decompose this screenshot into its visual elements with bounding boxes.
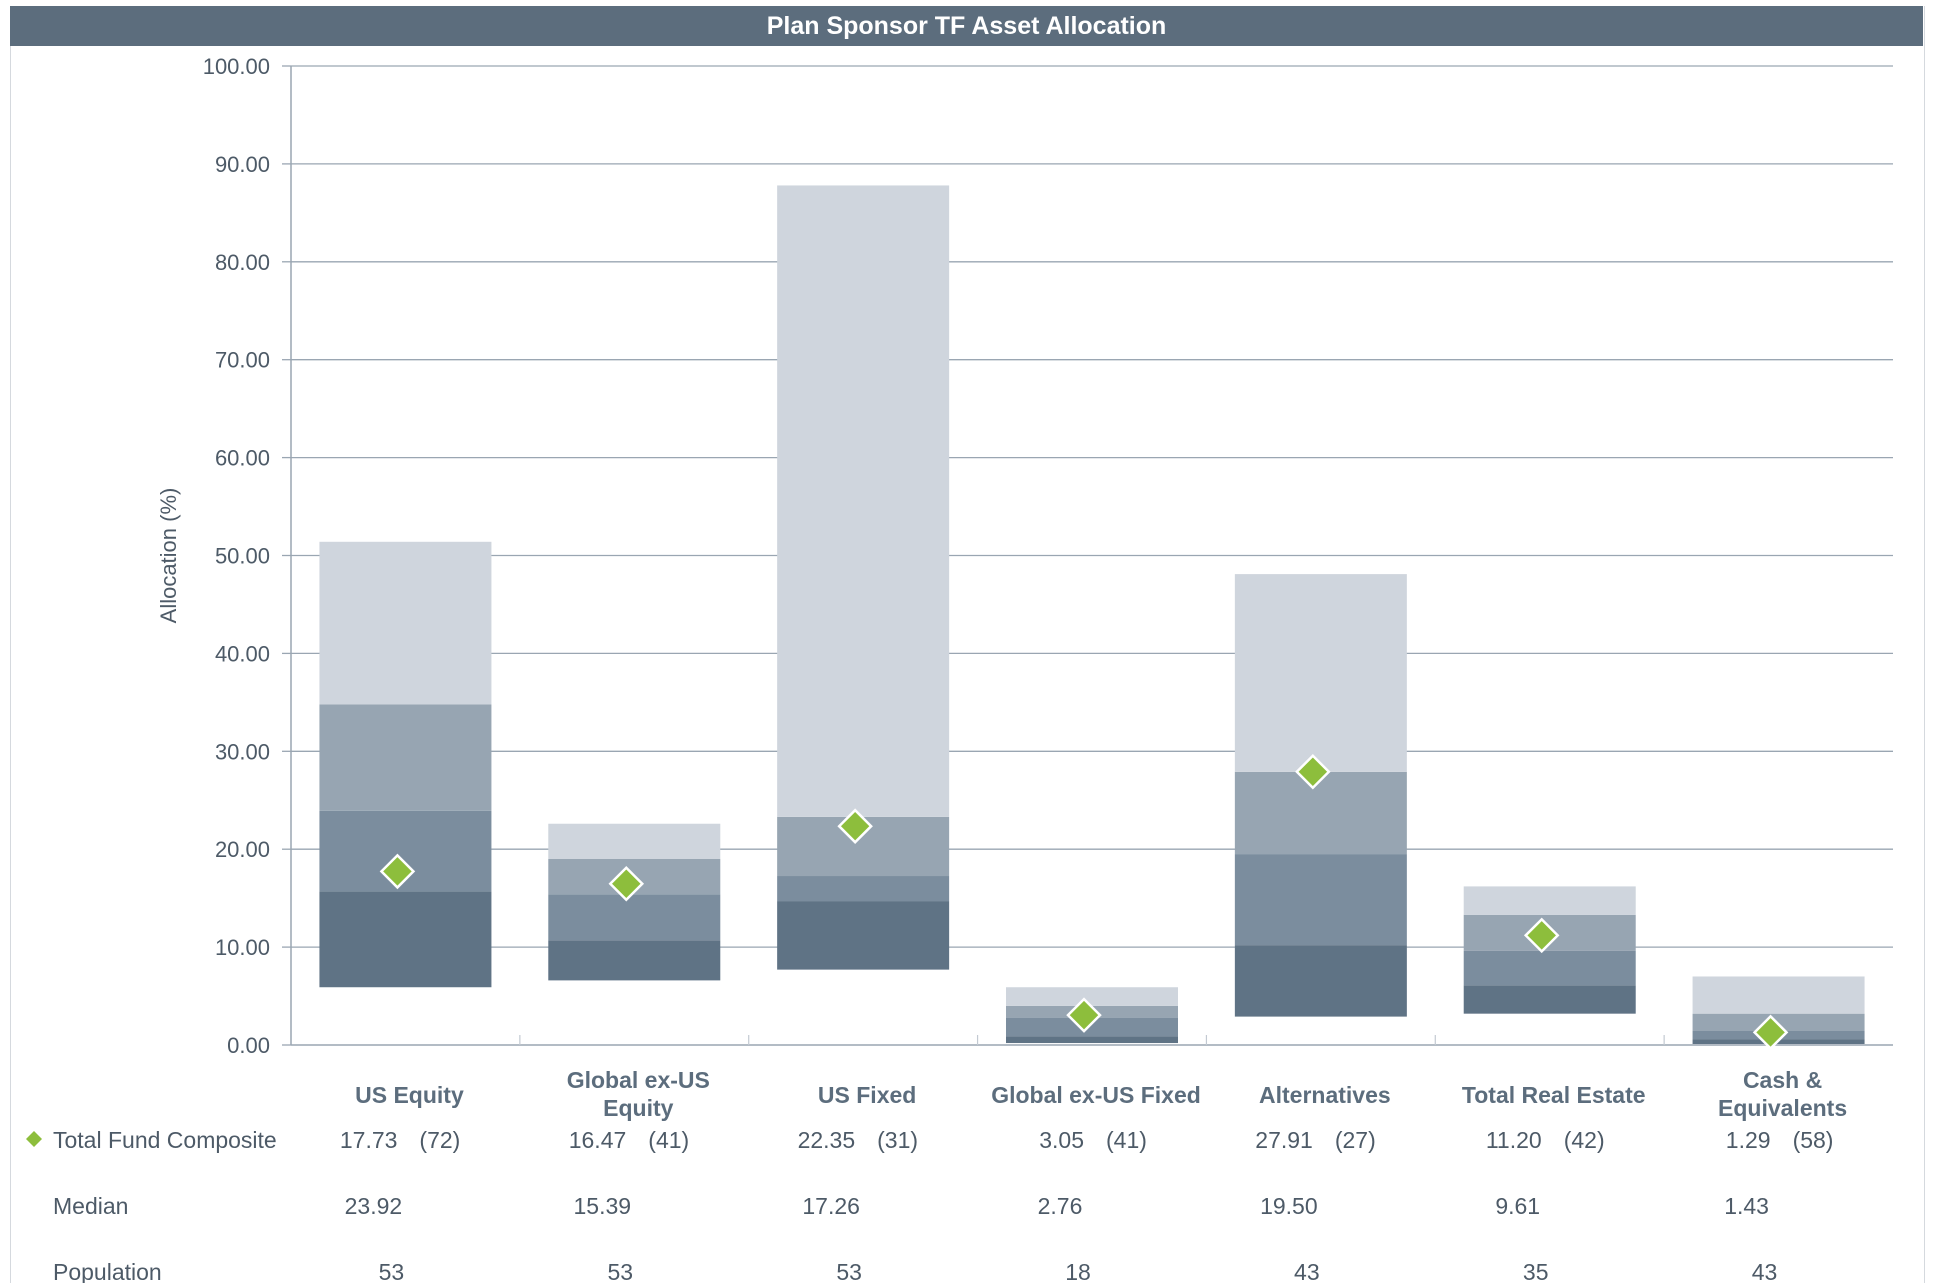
median-value: 2.76 [1038, 1193, 1083, 1219]
median-value: 23.92 [345, 1193, 403, 1219]
median-value: 17.26 [802, 1193, 860, 1219]
bar-band [1234, 574, 1407, 772]
y-axis-label: Allocation (%) [156, 488, 181, 624]
y-tick-label: 20.00 [215, 837, 270, 862]
bars [319, 185, 1865, 1045]
composite-value: 17.73 [340, 1127, 398, 1153]
composite-marker [1066, 997, 1102, 1033]
bar-band [1463, 886, 1636, 915]
composite-rank: (42) [1564, 1127, 1605, 1153]
category-label: Alternatives [1259, 1082, 1391, 1108]
y-tick-label: 60.00 [215, 446, 270, 471]
row-label-median: Median [53, 1193, 128, 1219]
composite-marker [1752, 1014, 1789, 1051]
bar-band [777, 901, 950, 970]
composite-value: 22.35 [798, 1127, 856, 1153]
y-tick-label: 30.00 [215, 739, 270, 764]
composite-markers [379, 753, 1789, 1051]
composite-marker [1523, 917, 1560, 954]
bar-band [319, 541, 492, 705]
category-label: Cash & [1743, 1067, 1822, 1093]
bar-1 [548, 823, 721, 981]
bar-band [1006, 1036, 1178, 1044]
bar-band [777, 876, 950, 902]
bar-band [319, 704, 492, 811]
legend-diamond-icon [26, 1131, 42, 1147]
median-value: 9.61 [1495, 1193, 1540, 1219]
population-value: 18 [1065, 1259, 1091, 1283]
composite-value: 27.91 [1255, 1127, 1313, 1153]
median-value: 15.39 [574, 1193, 632, 1219]
y-tick-label: 100.00 [203, 54, 270, 79]
bar-4 [1234, 574, 1407, 1017]
population-value: 43 [1294, 1259, 1320, 1283]
bar-0 [319, 541, 492, 988]
category-label: Equity [603, 1095, 673, 1121]
composite-rank: (72) [419, 1127, 460, 1153]
composite-rank: (41) [648, 1127, 689, 1153]
population-value: 53 [836, 1259, 862, 1283]
bar-band [1692, 1013, 1865, 1032]
composite-rank: (41) [1106, 1127, 1147, 1153]
row-label-composite: Total Fund Composite [53, 1127, 277, 1153]
bar-band [777, 185, 950, 817]
composite-value: 16.47 [569, 1127, 627, 1153]
bar-band [1692, 976, 1865, 1014]
y-tick-label: 10.00 [215, 935, 270, 960]
category-label: US Equity [355, 1082, 464, 1108]
chart-title: Plan Sponsor TF Asset Allocation [10, 6, 1923, 46]
composite-value: 3.05 [1039, 1127, 1084, 1153]
y-tick-label: 70.00 [215, 348, 270, 373]
y-tick-label: 90.00 [215, 152, 270, 177]
composite-value: 1.29 [1726, 1127, 1771, 1153]
bar-band [1006, 987, 1178, 1006]
axes [290, 66, 1893, 1046]
median-value: 19.50 [1260, 1193, 1318, 1219]
population-value: 53 [607, 1259, 633, 1283]
bar-band [1463, 950, 1636, 986]
category-label: Global ex-US [567, 1067, 710, 1093]
y-axis-ticks: 0.00 10.00 20.00 30.00 40.00 50.00 60.00 70.00 8… [203, 54, 270, 1058]
composite-marker [608, 865, 645, 902]
bar-band [1234, 771, 1407, 855]
gridlines [282, 65, 1893, 1046]
bar-band [1234, 854, 1407, 946]
y-tick-label: 40.00 [215, 641, 270, 666]
bar-band [319, 891, 492, 988]
composite-marker [1295, 753, 1331, 790]
bar-band [1463, 985, 1636, 1014]
composite-rank: (31) [877, 1127, 918, 1153]
composite-rank: (58) [1793, 1127, 1834, 1153]
bar-band [548, 823, 721, 859]
bar-band [548, 894, 721, 941]
bar-5 [1463, 886, 1636, 1014]
bar-band [548, 940, 721, 981]
category-label: US Fixed [818, 1082, 916, 1108]
bar-band [1006, 1017, 1178, 1037]
row-label-population: Population [53, 1259, 162, 1283]
composite-rank: (27) [1335, 1127, 1376, 1153]
y-tick-label: 0.00 [227, 1033, 270, 1058]
category-label: Global ex-US Fixed [991, 1082, 1201, 1108]
bar-band [1234, 945, 1407, 1017]
data-table: Total Fund Composite Median Population 17.7… [26, 1127, 1833, 1283]
composite-value: 11.20 [1486, 1127, 1542, 1153]
category-label: Total Real Estate [1462, 1082, 1646, 1108]
y-tick-label: 80.00 [215, 250, 270, 275]
y-tick-label: 50.00 [215, 544, 270, 569]
bar-2 [777, 185, 950, 970]
composite-marker [379, 853, 416, 890]
chart-frame [10, 6, 1925, 1283]
category-label: Equivalents [1718, 1095, 1847, 1121]
median-value: 1.43 [1724, 1193, 1769, 1219]
composite-marker [837, 808, 873, 844]
population-value: 43 [1752, 1259, 1778, 1283]
population-value: 35 [1523, 1259, 1549, 1283]
population-value: 53 [379, 1259, 405, 1283]
